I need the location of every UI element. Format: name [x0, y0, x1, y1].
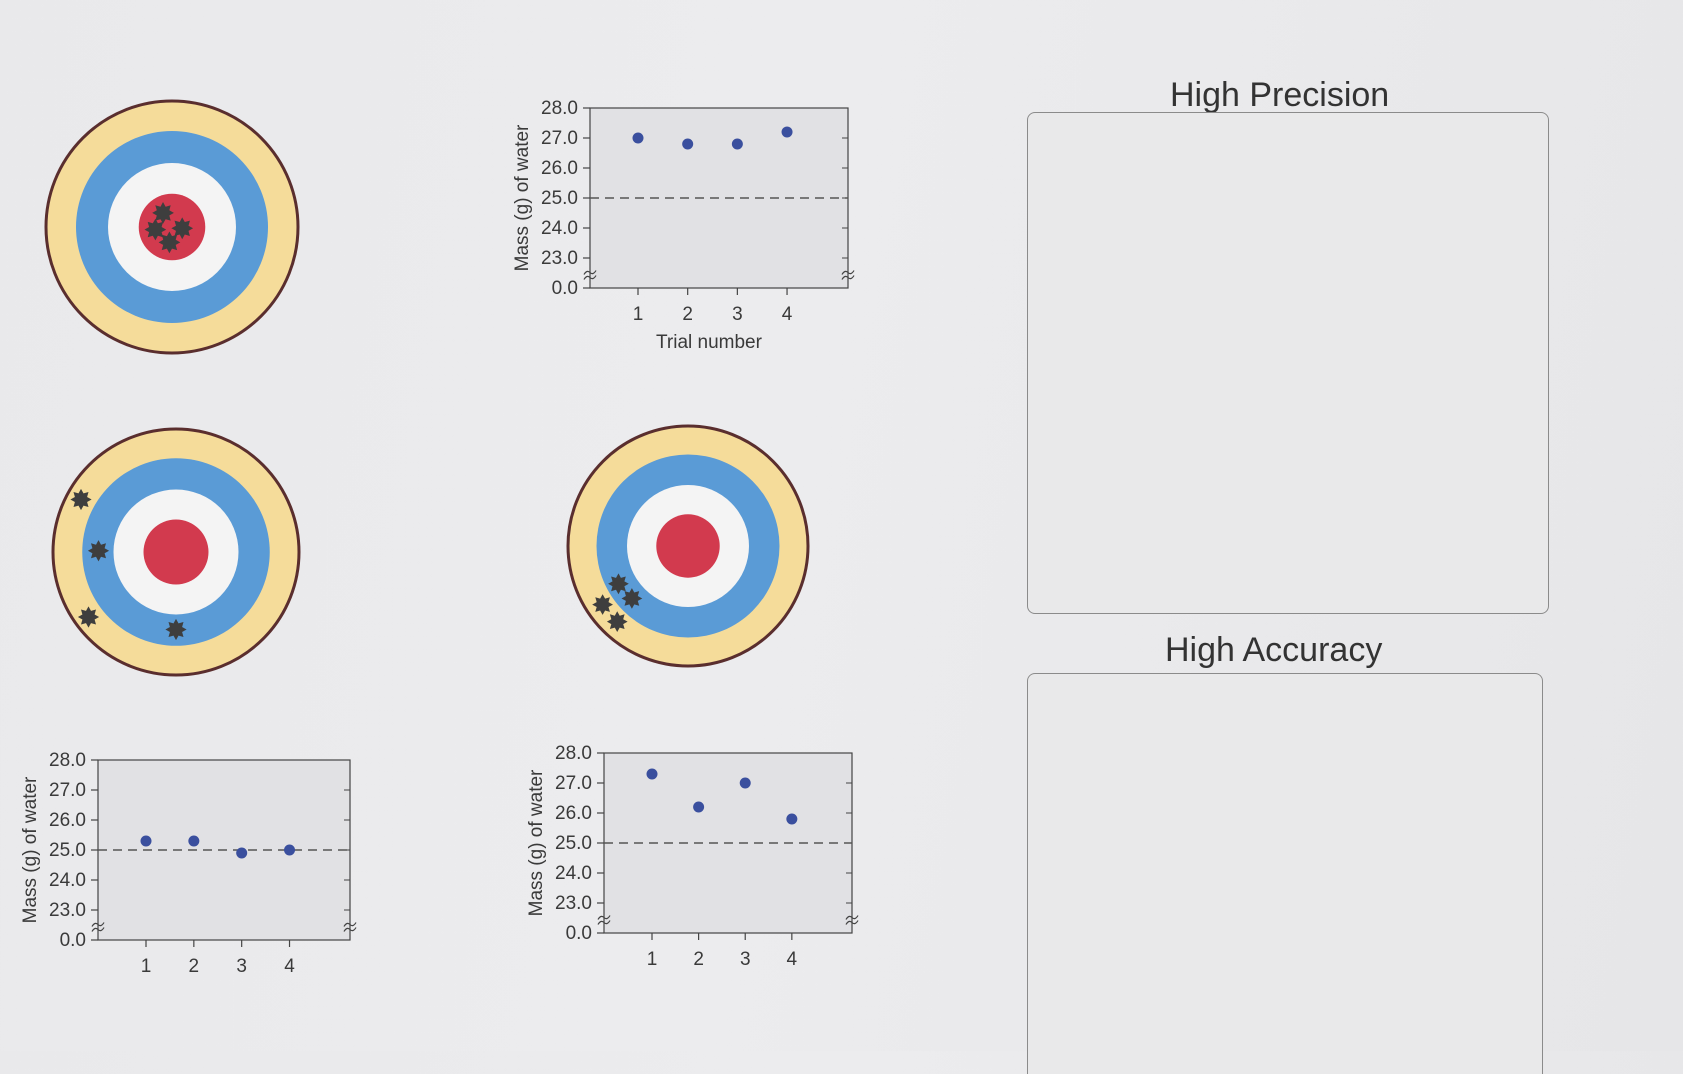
y-tick-label: 28.0: [49, 750, 86, 771]
bullet-hole-icon: [152, 202, 174, 224]
x-tick-label: 3: [236, 956, 247, 977]
data-point: [236, 847, 248, 859]
y-tick-label: 28.0: [555, 743, 592, 764]
data-point: [682, 138, 694, 150]
y-tick-label: 25.0: [555, 833, 592, 854]
bullet-hole-icon: [158, 231, 181, 254]
target-bullseye: [138, 193, 206, 261]
x-tick-label: 2: [693, 949, 704, 970]
chart-bottom-center-svg: 0.0 23.0 24.0 25.0 26.0 27.0 28.0 1 2 3 4 Mass (g) …: [526, 743, 859, 970]
y-tick-label: 24.0: [555, 863, 592, 884]
bullet-hole-icon: [606, 611, 628, 632]
x-tick-label: 2: [189, 956, 200, 977]
x-axis-title: Trial number: [656, 332, 763, 353]
bullet-hole-icon: [621, 588, 643, 609]
y-axis-title: Mass (g) of water: [512, 124, 533, 271]
high-accuracy-title: High Accuracy: [1165, 631, 1383, 669]
y-tick-label: 25.0: [541, 188, 578, 209]
y-tick-label: 0.0: [566, 923, 592, 944]
high-accuracy-box[interactable]: [1027, 673, 1543, 1074]
x-tick-label: 1: [633, 304, 644, 325]
axis-break-mark: [583, 275, 597, 280]
target-middle-left-svg: [51, 427, 301, 677]
axis-break-mark: [845, 915, 859, 920]
axis-break-mark: [841, 275, 855, 280]
chart-bottom-center: 0.0 23.0 24.0 25.0 26.0 27.0 28.0 1 2 3 4 Mass (g) …: [524, 743, 864, 975]
y-axis-title: Mass (g) of water: [20, 776, 41, 923]
x-tick-label: 4: [284, 956, 295, 977]
x-tick-label: 3: [740, 949, 751, 970]
y-tick-label: 23.0: [541, 248, 578, 269]
data-point: [140, 835, 152, 847]
data-point: [188, 835, 200, 847]
y-tick-label: 24.0: [541, 218, 578, 239]
target-top-left-svg: [44, 99, 300, 355]
y-tick-label: 25.0: [49, 840, 86, 861]
target-middle-left: [51, 427, 301, 677]
y-tick-label: 28.0: [541, 98, 578, 119]
bullet-hole-icon: [592, 594, 613, 615]
y-tick-label: 24.0: [49, 870, 86, 891]
y-tick-label: 26.0: [49, 810, 86, 831]
x-tick-label: 1: [141, 956, 152, 977]
data-point: [731, 138, 743, 150]
x-tick-label: 4: [787, 949, 798, 970]
bullet-hole-icon: [171, 217, 194, 240]
y-tick-label: 0.0: [552, 278, 578, 299]
bullet-hole-icon: [70, 488, 92, 511]
y-tick-label: 26.0: [555, 803, 592, 824]
data-point: [781, 126, 793, 138]
chart-bottom-left-svg: 0.0 23.0 24.0 25.0 26.0 27.0 28.0 1 2 3 4 Mass (g) …: [20, 750, 357, 977]
target-bullseye: [656, 514, 720, 578]
target-middle-center-svg: [566, 424, 810, 668]
x-tick-label: 3: [732, 304, 743, 325]
bullet-hole-icon: [608, 573, 629, 595]
bullet-hole-icon: [87, 540, 110, 562]
y-tick-label: 27.0: [49, 780, 86, 801]
data-point: [786, 813, 798, 825]
y-tick-label: 27.0: [555, 773, 592, 794]
axis-break-mark: [343, 922, 357, 927]
axis-break-mark: [91, 922, 105, 927]
axis-break-mark: [841, 270, 855, 275]
data-point: [284, 844, 296, 856]
y-tick-label: 0.0: [60, 930, 86, 951]
target-top-left: [44, 99, 300, 355]
chart-top-svg: 0.0 23.0 24.0 25.0 26.0 27.0 28.0 1 2 3 4 Trial num…: [512, 98, 855, 353]
x-tick-label: 2: [682, 304, 693, 325]
axis-break-mark: [597, 920, 611, 925]
axis-break-mark: [845, 920, 859, 925]
chart-bottom-left: 0.0 23.0 24.0 25.0 26.0 27.0 28.0 1 2 3 4 Mass (g) …: [10, 750, 360, 982]
data-point: [693, 801, 705, 813]
bullet-hole-icon: [144, 218, 167, 241]
x-tick-label: 4: [782, 304, 793, 325]
y-tick-label: 27.0: [541, 128, 578, 149]
data-point: [646, 768, 658, 780]
chart-top: 0.0 23.0 24.0 25.0 26.0 27.0 28.0 1 2 3 4 Trial num…: [512, 98, 860, 360]
axis-break-mark: [597, 915, 611, 920]
axis-break-mark: [343, 927, 357, 932]
data-point: [632, 132, 644, 144]
axis-break-mark: [583, 270, 597, 275]
x-tick-label: 1: [647, 949, 658, 970]
y-tick-label: 26.0: [541, 158, 578, 179]
y-axis-title: Mass (g) of water: [526, 769, 547, 916]
bullet-hole-icon: [165, 618, 187, 641]
y-tick-label: 23.0: [49, 900, 86, 921]
bullet-hole-icon: [77, 606, 100, 628]
target-bullseye: [143, 519, 209, 585]
axis-break-mark: [91, 927, 105, 932]
high-precision-title: High Precision: [1170, 76, 1390, 114]
y-tick-label: 23.0: [555, 893, 592, 914]
high-precision-box[interactable]: [1027, 112, 1549, 614]
data-point: [739, 777, 751, 789]
target-middle-center: [566, 424, 810, 668]
